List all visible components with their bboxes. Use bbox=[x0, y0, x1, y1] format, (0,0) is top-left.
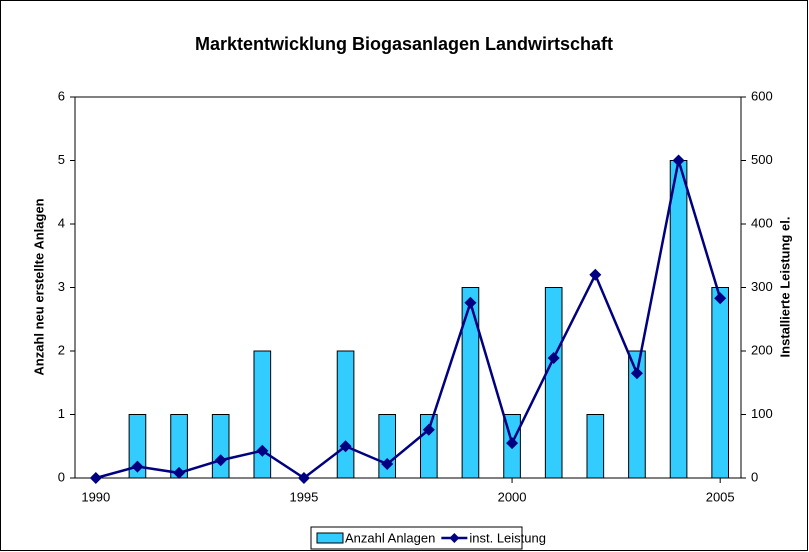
y2-tick-label: 400 bbox=[751, 215, 773, 230]
legend-label: Anzahl Anlagen bbox=[345, 530, 435, 545]
line-marker bbox=[589, 268, 602, 281]
line-marker bbox=[89, 472, 102, 484]
y-tick-label: 6 bbox=[58, 88, 65, 103]
line-marker bbox=[714, 292, 727, 305]
line-marker bbox=[339, 440, 352, 453]
y-axis-label: Anzahl neu erstellte Anlagen bbox=[31, 198, 46, 375]
bar bbox=[128, 414, 147, 479]
y-tick-label: 4 bbox=[58, 215, 65, 230]
bar bbox=[253, 350, 272, 479]
bar bbox=[586, 414, 605, 479]
line-marker bbox=[297, 472, 310, 484]
y-tick-label: 0 bbox=[58, 469, 65, 484]
bar bbox=[336, 350, 355, 479]
bar bbox=[461, 287, 480, 479]
legend-label: inst. Leistung bbox=[469, 530, 546, 545]
y-tick-label: 3 bbox=[58, 279, 65, 294]
line-marker bbox=[214, 454, 227, 467]
legend-box bbox=[310, 526, 523, 550]
line-marker bbox=[173, 466, 186, 479]
y2-tick-label: 200 bbox=[751, 342, 773, 357]
x-tick-label: 2005 bbox=[706, 489, 735, 504]
y2-tick-label: 0 bbox=[751, 469, 758, 484]
bar bbox=[211, 414, 230, 479]
y2-axis-label: Installierte Leistung el. bbox=[777, 217, 792, 358]
y-tick-label: 5 bbox=[58, 152, 65, 167]
line-marker bbox=[131, 460, 144, 473]
y2-tick-label: 100 bbox=[751, 406, 773, 421]
bar bbox=[711, 287, 730, 479]
line bbox=[95, 160, 722, 480]
x-tick-label: 1990 bbox=[81, 489, 110, 504]
legend-swatch bbox=[316, 532, 344, 544]
line-marker bbox=[256, 444, 269, 457]
x-tick-label: 2000 bbox=[498, 489, 527, 504]
line-marker bbox=[672, 154, 685, 167]
chart-title: Marktentwicklung Biogasanlagen Landwirts… bbox=[195, 34, 613, 54]
y2-tick-label: 600 bbox=[751, 88, 773, 103]
line-marker bbox=[464, 296, 477, 309]
y-tick-label: 2 bbox=[58, 342, 65, 357]
y2-tick-label: 500 bbox=[751, 152, 773, 167]
line-marker bbox=[630, 367, 643, 380]
bar bbox=[669, 160, 688, 479]
y-tick-label: 1 bbox=[58, 406, 65, 421]
y2-tick-label: 300 bbox=[751, 279, 773, 294]
bar bbox=[628, 350, 646, 479]
line-marker bbox=[422, 423, 435, 436]
line-marker bbox=[381, 458, 394, 471]
line-marker bbox=[506, 437, 519, 450]
x-tick-label: 1995 bbox=[289, 489, 318, 504]
legend-marker bbox=[449, 533, 460, 543]
bar bbox=[544, 287, 563, 479]
line-marker bbox=[547, 351, 560, 364]
